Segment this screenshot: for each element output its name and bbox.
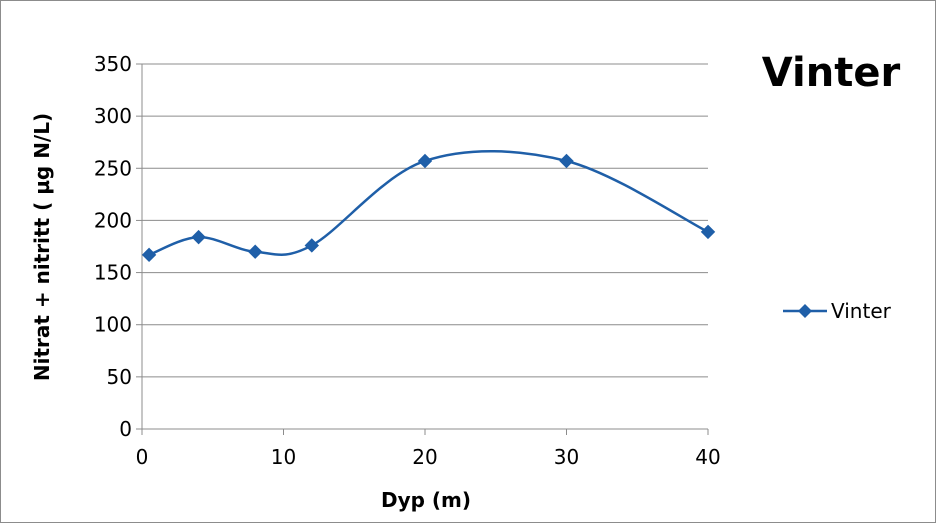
series-layer <box>148 150 709 257</box>
x-tick-label: 20 <box>412 445 437 469</box>
x-tick-label: 0 <box>136 445 149 469</box>
data-point-marker <box>559 153 574 169</box>
y-tick-label: 50 <box>107 365 132 389</box>
x-tick-labels: 0 10 20 30 40 <box>136 445 721 469</box>
y-tick-label: 350 <box>94 52 132 76</box>
y-tick-labels: 0 50 100 150 200 250 300 350 <box>94 52 132 441</box>
chart-title: Vinter <box>762 50 901 96</box>
data-point-marker <box>141 247 157 263</box>
axes <box>136 63 709 435</box>
x-tick-label: 10 <box>271 445 296 469</box>
data-point-marker <box>700 224 716 240</box>
x-axis-title: Dyp (m) <box>381 488 471 512</box>
y-tick-label: 150 <box>94 261 132 285</box>
y-tick-label: 0 <box>119 417 132 441</box>
data-point-marker <box>247 244 263 259</box>
legend-marker-diamond <box>798 304 812 318</box>
y-axis-title: Nitrat + nitritt ( µg N/L) <box>30 113 54 381</box>
data-point-marker <box>191 229 206 245</box>
x-tick-label: 30 <box>554 445 579 469</box>
data-markers <box>141 153 716 263</box>
data-point-marker <box>417 153 433 169</box>
series-line-vinter <box>148 150 709 257</box>
legend-label: Vinter <box>831 299 892 323</box>
y-tick-label: 250 <box>94 156 132 180</box>
legend: Vinter <box>783 299 892 323</box>
gridlines <box>142 63 708 378</box>
data-point-marker <box>304 238 320 253</box>
x-tick-label: 40 <box>695 445 720 469</box>
y-tick-label: 200 <box>94 208 132 232</box>
y-tick-label: 300 <box>94 104 132 128</box>
y-tick-label: 100 <box>94 313 132 337</box>
